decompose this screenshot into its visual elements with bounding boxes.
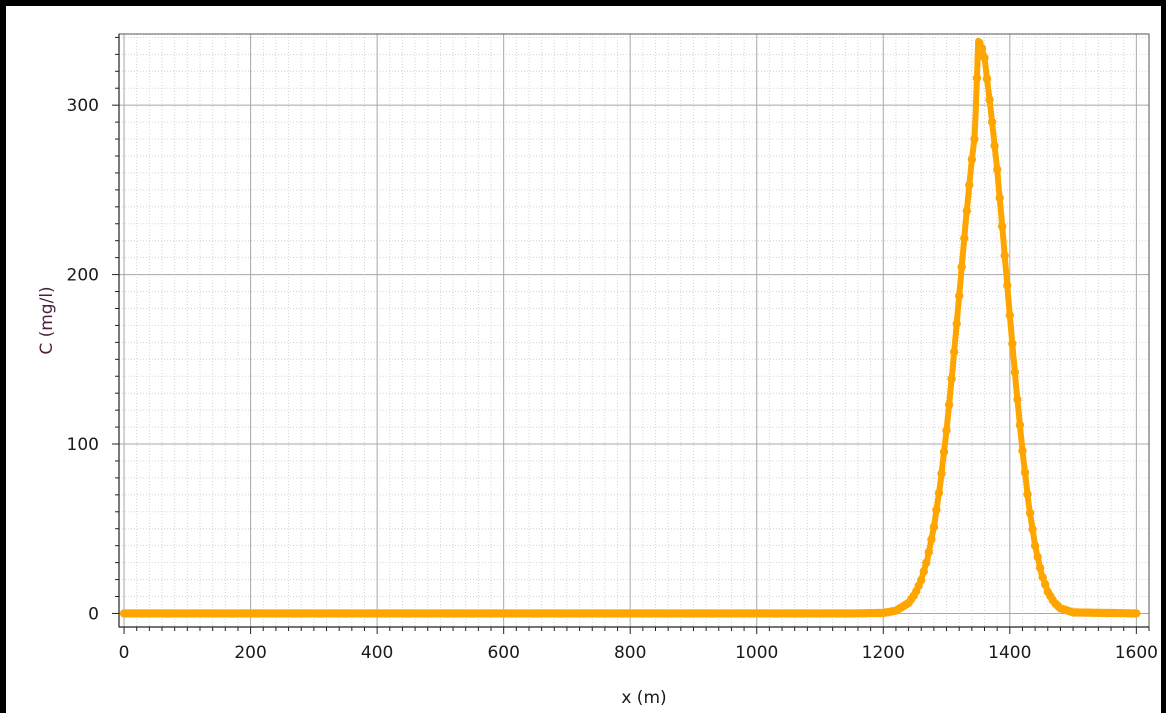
data-point <box>995 193 1004 203</box>
data-point <box>924 547 933 557</box>
data-point <box>1036 563 1045 573</box>
x-axis-label: x (m) <box>621 688 666 708</box>
data-point <box>987 117 997 127</box>
data-point <box>1010 368 1020 377</box>
data-point <box>965 180 974 190</box>
data-point <box>1000 251 1009 260</box>
data-point <box>919 567 928 576</box>
data-point <box>947 374 956 384</box>
data-point <box>998 222 1007 231</box>
y-tick-label: 200 <box>67 266 99 286</box>
data-point <box>993 165 1002 174</box>
data-point <box>980 53 989 62</box>
data-point <box>1025 508 1035 518</box>
x-tick-label: 200 <box>234 643 266 663</box>
data-point <box>1033 552 1042 562</box>
data-point <box>967 155 977 164</box>
data-point <box>932 505 941 515</box>
data-point <box>957 262 966 272</box>
data-point <box>1005 311 1014 320</box>
x-tick-label: 600 <box>487 643 519 663</box>
tick-labels: 0 200 400 600 800 1000 1200 1400 1600 0 100 200 300 <box>67 96 1158 663</box>
data-point <box>972 73 982 83</box>
data-point <box>1132 609 1141 618</box>
data-point <box>982 74 992 83</box>
data-point <box>1020 468 1030 477</box>
data-point <box>942 426 951 435</box>
x-tick-label: 1600 <box>1115 643 1158 663</box>
data-point <box>1013 395 1022 404</box>
data-point <box>1030 541 1040 550</box>
x-tick-label: 1400 <box>988 643 1031 663</box>
data-point <box>977 44 987 53</box>
data-point <box>922 558 931 567</box>
y-axis-label: C (mg/l) <box>37 286 57 354</box>
data-point <box>952 319 961 329</box>
data-point <box>949 347 959 357</box>
y-tick-label: 300 <box>67 96 99 116</box>
axes <box>112 34 1150 634</box>
data-point <box>934 488 944 498</box>
data-point <box>1015 420 1025 430</box>
data-point <box>962 206 971 216</box>
data-point <box>1038 573 1047 582</box>
x-tick-label: 800 <box>614 643 646 663</box>
data-point <box>927 535 936 544</box>
x-tick-label: 0 <box>119 643 130 663</box>
data-point <box>929 522 939 532</box>
x-tick-label: 1200 <box>862 643 905 663</box>
x-tick-label: 400 <box>361 643 393 663</box>
series-concentration <box>119 37 1141 618</box>
data-point <box>1041 580 1050 589</box>
major-grid <box>119 34 1149 627</box>
y-tick-label: 0 <box>88 604 99 624</box>
data-point <box>939 447 949 457</box>
data-point <box>1008 339 1017 348</box>
data-point <box>917 575 926 585</box>
x-tick-label: 1000 <box>735 643 778 663</box>
y-tick-label: 100 <box>67 435 99 455</box>
data-point <box>990 141 999 150</box>
data-point <box>1003 281 1012 290</box>
data-point <box>937 469 946 478</box>
data-point <box>955 291 964 300</box>
data-point <box>1028 525 1037 534</box>
data-point <box>1023 490 1032 499</box>
data-point <box>960 234 969 243</box>
data-point <box>944 400 954 409</box>
data-point <box>1018 446 1027 455</box>
data-point <box>970 134 979 144</box>
data-point <box>985 95 994 104</box>
